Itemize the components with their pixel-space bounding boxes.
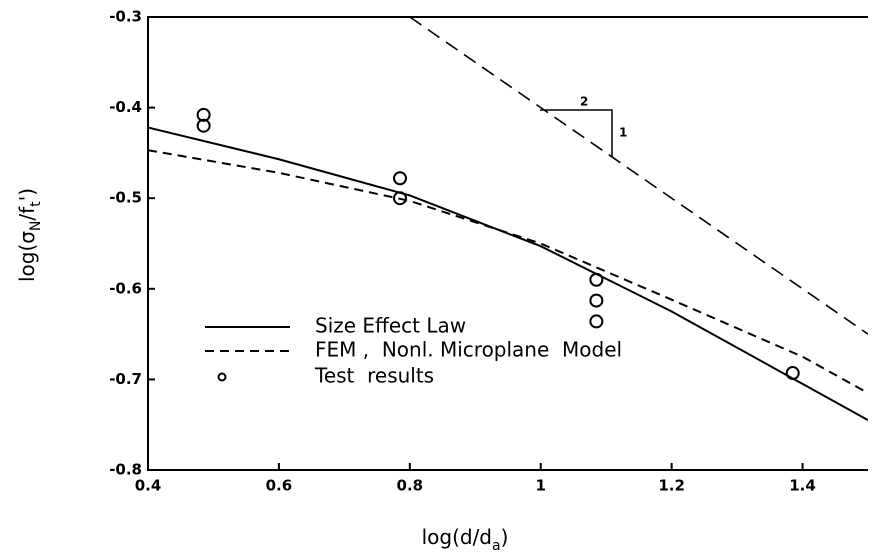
y-tick-label: -0.3 xyxy=(109,8,142,26)
x-label-part: log(d/d xyxy=(422,525,492,549)
annotation: 2 xyxy=(580,95,588,109)
test-point xyxy=(196,118,211,133)
y-label-part: N xyxy=(28,221,44,231)
slope-triangle xyxy=(540,109,613,157)
x-label-part: a xyxy=(492,538,501,554)
triangle xyxy=(540,109,613,157)
y-tick-label: -0.6 xyxy=(109,279,142,297)
y-label-part: t xyxy=(28,201,44,207)
y-axis-label: log(σN/ft') xyxy=(15,188,45,282)
series-line xyxy=(148,126,868,422)
legend-label: FEM , Nonl. Microplane Model xyxy=(315,338,622,362)
x-axis-label: log(d/da) xyxy=(422,525,509,555)
legend-marker xyxy=(217,372,227,382)
x-label-part: ) xyxy=(501,525,509,549)
x-tick-label: 0.8 xyxy=(397,477,424,495)
x-tick-label: 1 xyxy=(536,477,546,495)
test-point xyxy=(196,107,211,122)
slope-line xyxy=(409,17,868,335)
y-label-part: ') xyxy=(15,188,39,201)
y-label-part: log(σ xyxy=(15,231,39,282)
y-tick-label: -0.8 xyxy=(109,461,142,479)
x-tick-label: 0.6 xyxy=(266,477,293,495)
y-label-part: /f xyxy=(15,206,39,221)
test-point xyxy=(589,293,604,308)
test-point xyxy=(589,314,604,329)
test-point xyxy=(785,366,800,381)
y-tick-label: -0.7 xyxy=(109,370,142,388)
y-tick-label: -0.4 xyxy=(109,98,142,116)
test-point xyxy=(393,171,407,186)
legend-label: Test results xyxy=(314,364,434,388)
test-point xyxy=(589,272,604,287)
x-tick-label: 0.4 xyxy=(135,477,162,495)
x-tick-label: 1.2 xyxy=(658,477,685,495)
annotation: 1 xyxy=(619,126,627,140)
legend-label: Size Effect Law xyxy=(315,314,466,338)
test-point xyxy=(393,191,407,206)
y-tick-label: -0.5 xyxy=(109,189,142,207)
axes-frame xyxy=(147,16,868,471)
x-tick-label: 1.4 xyxy=(789,477,816,495)
